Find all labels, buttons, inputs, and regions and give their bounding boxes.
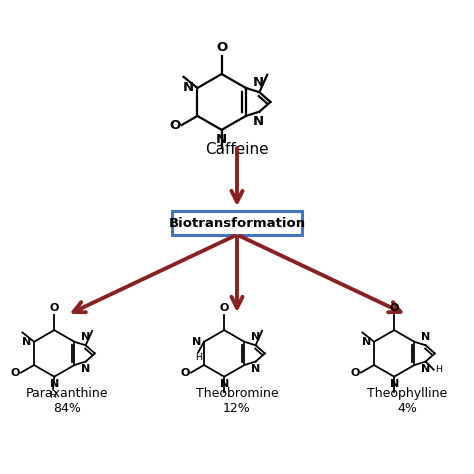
Text: N: N — [81, 365, 90, 374]
Text: N: N — [192, 337, 201, 347]
Text: N: N — [81, 332, 90, 343]
Text: 4%: 4% — [397, 402, 417, 415]
Text: H: H — [195, 354, 202, 363]
Text: O: O — [390, 303, 399, 313]
Text: Biotransformation: Biotransformation — [168, 217, 306, 229]
Text: O: O — [350, 368, 360, 378]
Text: N: N — [362, 337, 371, 347]
Text: Theobromine: Theobromine — [196, 387, 278, 400]
Text: N: N — [22, 337, 31, 347]
Text: H: H — [435, 365, 442, 374]
Text: N: N — [253, 76, 264, 89]
Text: O: O — [219, 303, 229, 313]
Text: N: N — [251, 332, 260, 343]
Text: N: N — [390, 380, 399, 390]
Text: O: O — [169, 118, 180, 131]
Text: N: N — [50, 380, 59, 390]
Text: N: N — [420, 332, 430, 343]
Text: Theophylline: Theophylline — [367, 387, 447, 400]
Text: 84%: 84% — [53, 402, 81, 415]
Text: H: H — [50, 391, 56, 400]
Text: O: O — [10, 368, 20, 378]
Text: 12%: 12% — [223, 402, 251, 415]
Text: N: N — [219, 380, 229, 390]
Text: Paraxanthine: Paraxanthine — [26, 387, 108, 400]
Text: N: N — [253, 115, 264, 128]
Text: N: N — [216, 133, 227, 146]
Text: N: N — [251, 365, 260, 374]
Text: Caffeine: Caffeine — [205, 143, 269, 157]
Text: O: O — [181, 368, 190, 378]
FancyBboxPatch shape — [172, 211, 302, 235]
Text: N: N — [183, 82, 194, 94]
Text: O: O — [50, 303, 59, 313]
Text: N: N — [420, 365, 430, 374]
Text: O: O — [216, 41, 227, 54]
